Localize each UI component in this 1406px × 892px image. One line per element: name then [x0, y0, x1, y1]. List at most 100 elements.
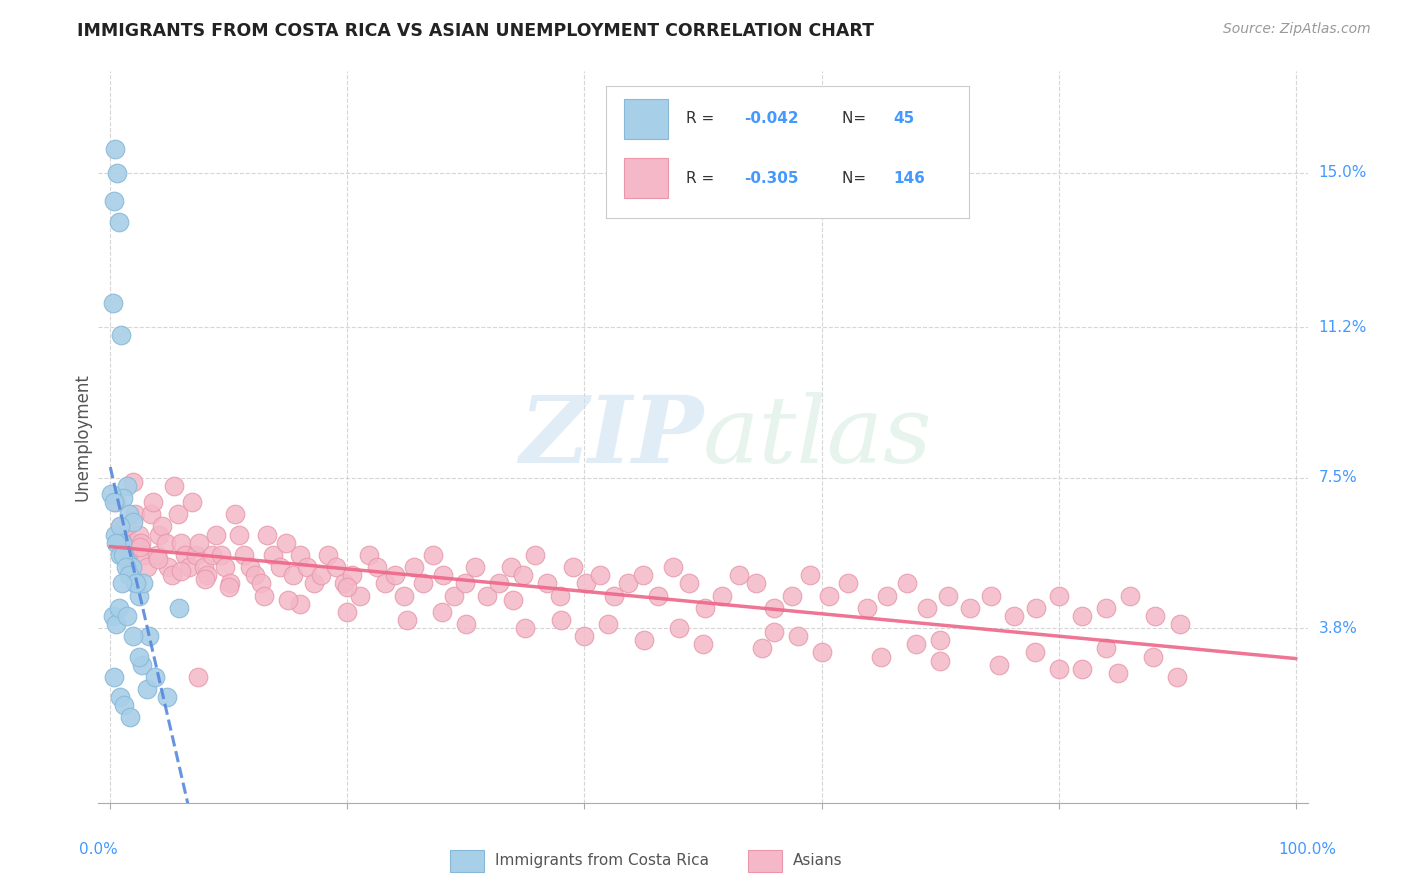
Point — [177, 560, 200, 574]
Point — [692, 637, 714, 651]
Point — [103, 670, 125, 684]
Point — [422, 548, 444, 562]
Point — [603, 589, 626, 603]
Point — [101, 296, 124, 310]
Point — [876, 589, 898, 603]
Point — [187, 670, 209, 684]
Point — [295, 560, 318, 574]
Point — [915, 600, 938, 615]
Point — [124, 576, 146, 591]
Point — [357, 548, 380, 562]
Point — [502, 592, 524, 607]
Point — [105, 617, 128, 632]
Point — [214, 560, 236, 574]
Point — [1071, 608, 1094, 623]
Point — [160, 568, 183, 582]
Point — [454, 576, 477, 591]
Point — [488, 576, 510, 591]
Point — [118, 508, 141, 522]
Text: Immigrants from Costa Rica: Immigrants from Costa Rica — [495, 854, 709, 868]
Point — [1119, 589, 1142, 603]
Point — [131, 657, 153, 672]
Point — [288, 597, 311, 611]
Point — [167, 600, 190, 615]
Point — [117, 556, 139, 570]
Point — [129, 535, 152, 549]
Point — [1095, 641, 1118, 656]
Point — [156, 690, 179, 705]
Point — [138, 629, 160, 643]
Point — [617, 576, 640, 591]
Point — [155, 535, 177, 549]
Point — [184, 548, 207, 562]
Point — [166, 508, 188, 522]
Point — [139, 508, 162, 522]
Point — [114, 698, 136, 713]
Point — [443, 589, 465, 603]
Point — [318, 548, 340, 562]
Point — [349, 589, 371, 603]
Point — [1025, 600, 1047, 615]
Point — [114, 548, 136, 562]
Point — [512, 568, 534, 582]
Point — [121, 535, 143, 549]
Point — [477, 589, 499, 603]
Point — [575, 576, 598, 591]
Text: IMMIGRANTS FROM COSTA RICA VS ASIAN UNEMPLOYMENT CORRELATION CHART: IMMIGRANTS FROM COSTA RICA VS ASIAN UNEM… — [77, 22, 875, 40]
Point — [631, 568, 654, 582]
Point — [112, 491, 135, 505]
Point — [114, 560, 136, 574]
Point — [239, 560, 262, 574]
Point — [336, 581, 359, 595]
Point — [678, 576, 700, 591]
Point — [515, 621, 537, 635]
Point — [118, 548, 141, 562]
Point — [108, 548, 131, 562]
Point — [243, 568, 266, 582]
Point — [101, 608, 124, 623]
Point — [111, 535, 134, 549]
Text: 3.8%: 3.8% — [1319, 621, 1358, 636]
Point — [197, 568, 219, 582]
Point — [114, 527, 136, 541]
Point — [929, 654, 952, 668]
Point — [929, 633, 952, 648]
Text: 15.0%: 15.0% — [1319, 165, 1367, 180]
Point — [128, 589, 150, 603]
Point — [1143, 608, 1166, 623]
Point — [662, 560, 685, 574]
Point — [152, 519, 174, 533]
Point — [333, 576, 356, 591]
Point — [402, 560, 425, 574]
Point — [142, 495, 165, 509]
Point — [1142, 649, 1164, 664]
Point — [132, 576, 155, 591]
Point — [395, 613, 418, 627]
Bar — [748, 849, 782, 872]
Point — [107, 215, 129, 229]
Point — [710, 589, 733, 603]
Point — [274, 535, 297, 549]
Point — [561, 560, 583, 574]
Point — [104, 527, 127, 541]
Point — [224, 508, 246, 522]
Text: Asians: Asians — [793, 854, 842, 868]
Point — [1002, 608, 1025, 623]
Point — [780, 589, 803, 603]
Point — [499, 560, 522, 574]
Point — [201, 548, 224, 562]
Point — [432, 605, 454, 619]
Point — [125, 576, 148, 591]
Point — [194, 572, 217, 586]
Point — [181, 495, 204, 509]
Point — [105, 535, 128, 549]
Point — [111, 576, 134, 591]
Point — [209, 548, 232, 562]
Point — [121, 629, 143, 643]
Point — [170, 564, 193, 578]
Point — [869, 649, 891, 664]
Point — [129, 540, 152, 554]
Text: 100.0%: 100.0% — [1278, 842, 1337, 856]
Point — [810, 645, 832, 659]
Point — [103, 194, 125, 209]
